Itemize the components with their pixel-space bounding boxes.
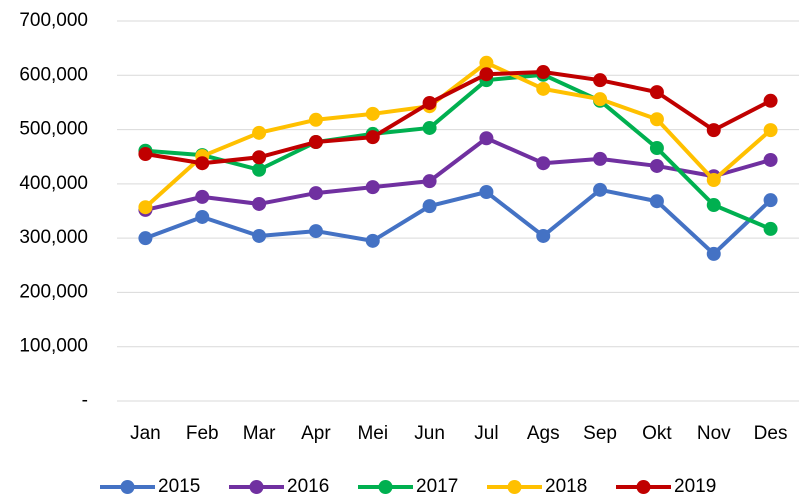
x-tick-label: Okt <box>642 423 672 444</box>
marker <box>365 233 380 248</box>
legend-label: 2018 <box>545 476 587 497</box>
marker <box>706 123 721 138</box>
marker <box>365 106 380 121</box>
marker <box>479 55 494 70</box>
marker <box>252 228 267 243</box>
marker <box>252 125 267 140</box>
marker <box>536 228 551 243</box>
marker <box>422 120 437 135</box>
marker <box>138 231 153 246</box>
y-tick-label: 400,000 <box>19 173 88 194</box>
legend-marker <box>636 480 651 494</box>
marker <box>593 151 608 166</box>
y-tick-label: 700,000 <box>19 10 88 31</box>
series-line <box>145 70 772 166</box>
x-tick-label: Sep <box>583 423 617 444</box>
marker <box>536 65 551 80</box>
y-tick-label: - <box>82 390 88 411</box>
y-tick-label: 100,000 <box>19 336 88 357</box>
y-tick-label: 500,000 <box>19 119 88 140</box>
x-tick-label: Ags <box>527 423 560 444</box>
marker <box>195 189 210 204</box>
marker <box>593 182 608 197</box>
marker <box>138 147 153 161</box>
marker <box>593 92 608 107</box>
marker <box>365 130 380 145</box>
x-tick-label: Des <box>754 423 788 444</box>
marker <box>308 224 323 239</box>
series-line <box>144 187 772 256</box>
marker <box>422 174 437 189</box>
series-line <box>144 136 772 212</box>
marker <box>252 162 267 177</box>
marker <box>195 156 210 171</box>
y-tick-label: 200,000 <box>19 281 88 302</box>
marker <box>308 186 323 201</box>
marker <box>479 67 494 82</box>
y-tick-label: 300,000 <box>19 227 88 248</box>
marker <box>593 73 608 88</box>
legend-marker <box>507 480 522 494</box>
marker <box>479 185 494 199</box>
legend-marker <box>378 480 393 494</box>
marker <box>536 156 551 171</box>
marker <box>763 152 778 167</box>
x-tick-label: Feb <box>186 423 219 444</box>
x-tick-label: Mei <box>357 423 388 444</box>
marker <box>252 150 267 165</box>
marker <box>365 180 380 195</box>
marker <box>138 200 153 215</box>
y-tick-label: 600,000 <box>19 64 88 85</box>
x-tick-label: Jul <box>474 423 498 444</box>
legend-label: 2016 <box>287 476 329 497</box>
marker <box>706 198 721 213</box>
legend-label: 2017 <box>416 476 458 497</box>
marker <box>479 131 494 146</box>
marker <box>649 141 664 156</box>
marker <box>706 246 721 261</box>
legend-marker <box>249 480 264 494</box>
marker <box>308 112 323 127</box>
marker <box>706 173 721 188</box>
marker <box>649 85 664 100</box>
marker <box>536 81 551 96</box>
legend-marker <box>120 480 135 494</box>
marker <box>763 93 778 108</box>
marker <box>649 112 664 127</box>
series-line <box>145 72 772 231</box>
legend-label: 2019 <box>674 476 716 497</box>
marker <box>763 193 778 208</box>
marker <box>308 135 323 150</box>
legend-label: 2015 <box>158 476 200 497</box>
marker <box>763 221 778 236</box>
x-tick-label: Nov <box>697 423 731 444</box>
series-line <box>144 60 772 209</box>
marker <box>422 199 437 214</box>
marker <box>252 196 267 211</box>
x-tick-label: Mar <box>243 423 276 444</box>
x-tick-label: Jun <box>414 423 445 444</box>
x-tick-label: Apr <box>301 423 331 444</box>
marker <box>763 123 778 138</box>
marker <box>649 194 664 209</box>
x-tick-label: Jan <box>130 423 161 444</box>
marker <box>649 158 664 173</box>
marker <box>195 209 210 224</box>
marker <box>422 95 437 110</box>
